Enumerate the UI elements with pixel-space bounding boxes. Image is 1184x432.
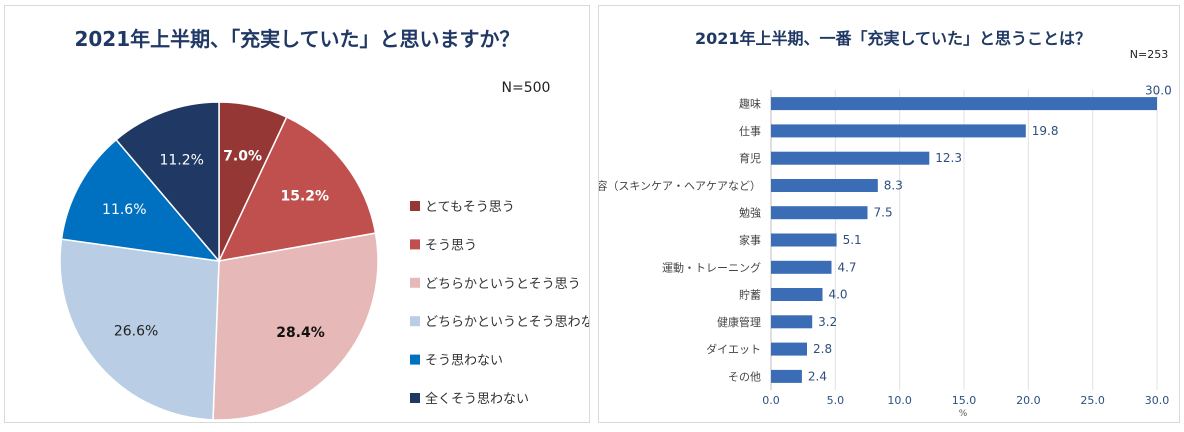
data-label: 2.8 — [813, 342, 832, 356]
bar — [771, 288, 823, 301]
category-label: 育児 — [739, 151, 761, 165]
pie-slice-label: 28.4% — [276, 325, 325, 341]
bar — [771, 206, 868, 220]
pie-slice-label: 26.6% — [114, 323, 158, 339]
bar — [771, 124, 1026, 138]
data-label: 19.8 — [1032, 124, 1059, 138]
bar — [771, 342, 807, 356]
legend-entry: そう思う — [425, 238, 477, 253]
pie-slice-label: 15.2% — [281, 188, 330, 204]
legend-entry: 全くそう思わない — [425, 391, 529, 407]
x-tick-label: 25.0 — [1080, 394, 1105, 407]
pie-slice — [59, 238, 220, 421]
legend-entry: そう思わない — [425, 354, 503, 369]
pie-chart: 2021年上半期、「充実していた」と思いますか？ N=500 7.0% 15.2%… — [59, 27, 589, 421]
category-label: 趣味 — [739, 97, 761, 111]
legend-swatch — [410, 316, 420, 327]
category-label: 勉強 — [739, 206, 761, 220]
bar — [771, 315, 813, 329]
legend-entry: どちらかというとそう思わない — [425, 315, 589, 330]
legend-swatch — [410, 393, 420, 403]
data-label: 5.1 — [843, 233, 862, 247]
data-label: 4.0 — [828, 288, 847, 302]
bar-chart-panel: 2021年上半期、一番「充実していた」と思うことは？ N=253 趣味仕事育児美… — [598, 5, 1180, 423]
bar-chart: 2021年上半期、一番「充実していた」と思うことは？ N=253 趣味仕事育児美… — [599, 29, 1172, 419]
data-label: 8.3 — [884, 179, 903, 193]
x-tick-label: 20.0 — [1016, 394, 1041, 407]
legend-swatch — [410, 239, 420, 250]
pie-sample-size: N=500 — [502, 80, 551, 96]
category-label: 健康管理 — [717, 315, 761, 329]
category-label: ダイエット — [706, 342, 761, 356]
pie-slice — [217, 116, 377, 262]
data-label: 3.2 — [818, 315, 837, 329]
bar-sample-size: N=253 — [1130, 48, 1168, 61]
data-label: 2.4 — [808, 369, 827, 383]
x-tick-label: 5.0 — [827, 394, 845, 407]
bar — [771, 369, 802, 383]
bar — [771, 179, 878, 192]
pie-slice-label: 11.2% — [159, 153, 203, 169]
pie-slice — [115, 101, 220, 264]
category-label: 貯蓄 — [739, 289, 761, 302]
pie-slice — [60, 138, 221, 263]
category-label: 家事 — [739, 233, 761, 247]
x-tick-label: 30.0 — [1145, 394, 1170, 407]
pie-slice — [212, 232, 379, 421]
bar — [771, 233, 837, 247]
legend-swatch — [410, 277, 420, 288]
category-label: 仕事 — [739, 125, 761, 138]
pie-slice-label: 11.6% — [102, 202, 146, 218]
category-label: 美容（スキンケア・ヘアケアなど） — [599, 179, 761, 193]
bar — [771, 97, 1157, 111]
pie-chart-panel: 2021年上半期、「充実していた」と思いますか？ N=500 7.0% 15.2%… — [4, 5, 590, 423]
category-label: 運動・トレーニング — [662, 260, 761, 274]
x-tick-label: 10.0 — [887, 394, 912, 407]
pie-slice-label: 7.0% — [223, 149, 262, 165]
x-axis-unit-label: % — [959, 409, 968, 419]
legend-entry: とてもそう思う — [425, 200, 515, 215]
data-label: 4.7 — [837, 260, 856, 274]
data-label: 30.0 — [1145, 84, 1172, 98]
bar — [771, 151, 930, 165]
x-tick-label: 15.0 — [952, 394, 977, 407]
data-label: 12.3 — [935, 151, 962, 165]
pie-chart-title: 2021年上半期、「充実していた」と思いますか？ — [74, 27, 519, 51]
bar — [771, 260, 832, 274]
bar-chart-title: 2021年上半期、一番「充実していた」と思うことは？ — [695, 29, 1091, 48]
x-tick-label: 0.0 — [762, 394, 780, 407]
legend-entry: どちらかというとそう思う — [425, 277, 581, 292]
data-label: 7.5 — [874, 206, 893, 220]
legend-swatch — [410, 201, 420, 211]
legend-swatch — [410, 354, 420, 365]
category-label: その他 — [728, 370, 761, 383]
